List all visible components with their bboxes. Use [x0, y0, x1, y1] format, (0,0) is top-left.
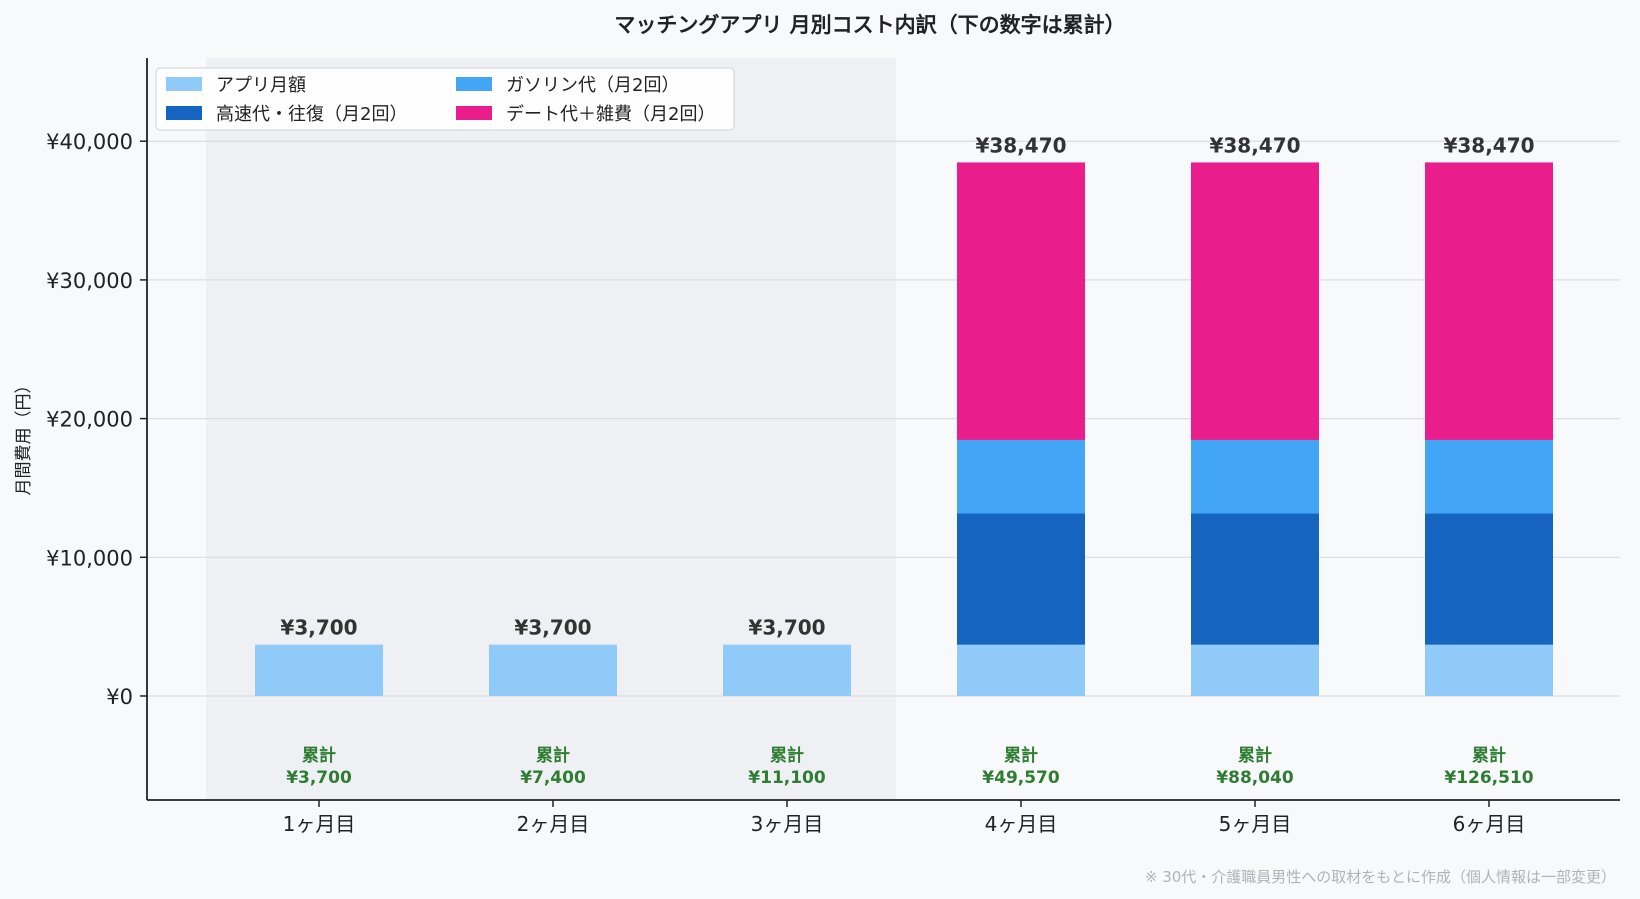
bar-total-label: ¥38,470 [1443, 133, 1534, 157]
bar-segment [723, 644, 851, 696]
cumulative-value-label: ¥126,510 [1444, 768, 1533, 788]
bar-segment [1425, 439, 1553, 514]
bar-segment [1425, 513, 1553, 645]
legend-label: デート代＋雑費（月2回） [506, 104, 715, 125]
bar-segment [957, 513, 1085, 645]
x-tick-label: 3ヶ月目 [751, 812, 824, 836]
cumulative-caption: 累計 [536, 745, 570, 766]
cumulative-caption: 累計 [302, 745, 336, 766]
y-tick-label: ¥30,000 [46, 269, 133, 293]
cumulative-value-label: ¥88,040 [1216, 768, 1294, 788]
cumulative-caption: 累計 [1004, 745, 1038, 766]
cumulative-value-label: ¥3,700 [286, 768, 352, 788]
bar-segment [1425, 162, 1553, 440]
legend-label: 高速代・往復（月2回） [216, 104, 407, 125]
y-tick-label: ¥40,000 [46, 130, 133, 154]
cumulative-value-label: ¥7,400 [520, 768, 586, 788]
bar-segment [957, 162, 1085, 440]
footnote: ※ 30代・介護職員男性への取材をもとに作成（個人情報は一部変更） [1145, 868, 1616, 886]
legend-box [155, 67, 735, 131]
bar-total-label: ¥3,700 [748, 616, 825, 640]
chart-title: マッチングアプリ 月別コスト内訳（下の数字は累計） [614, 13, 1125, 37]
legend-label: アプリ月額 [216, 75, 306, 96]
bar-segment [1191, 439, 1319, 514]
bar-total-label: ¥3,700 [280, 616, 357, 640]
bar-total-label: ¥3,700 [514, 616, 591, 640]
x-tick-label: 4ヶ月目 [985, 812, 1058, 836]
x-tick-label: 6ヶ月目 [1453, 812, 1526, 836]
y-tick-label: ¥10,000 [46, 546, 133, 570]
y-tick-label: ¥0 [106, 685, 133, 709]
cumulative-value-label: ¥49,570 [982, 768, 1060, 788]
legend-swatch [456, 106, 492, 120]
bar-segment [255, 644, 383, 696]
legend-label: ガソリン代（月2回） [506, 75, 679, 96]
bar-segment [1191, 644, 1319, 696]
x-tick-label: 2ヶ月目 [517, 812, 590, 836]
y-axis-label: 月間費用（円） [14, 377, 34, 496]
bar-total-label: ¥38,470 [975, 133, 1066, 157]
x-tick-label: 1ヶ月目 [283, 812, 356, 836]
bar-total-label: ¥38,470 [1209, 133, 1300, 157]
legend-swatch [166, 106, 202, 120]
bar-segment [489, 644, 617, 696]
cumulative-caption: 累計 [1238, 745, 1272, 766]
bar-segment [1191, 513, 1319, 645]
legend-swatch [166, 77, 202, 91]
bar-segment [957, 644, 1085, 696]
legend-swatch [456, 77, 492, 91]
cumulative-caption: 累計 [770, 745, 804, 766]
bar-segment [1425, 644, 1553, 696]
bar-segment [1191, 162, 1319, 440]
bar-segment [957, 439, 1085, 514]
y-tick-label: ¥20,000 [46, 408, 133, 432]
cumulative-caption: 累計 [1472, 745, 1506, 766]
x-tick-label: 5ヶ月目 [1219, 812, 1292, 836]
cumulative-value-label: ¥11,100 [748, 768, 826, 788]
